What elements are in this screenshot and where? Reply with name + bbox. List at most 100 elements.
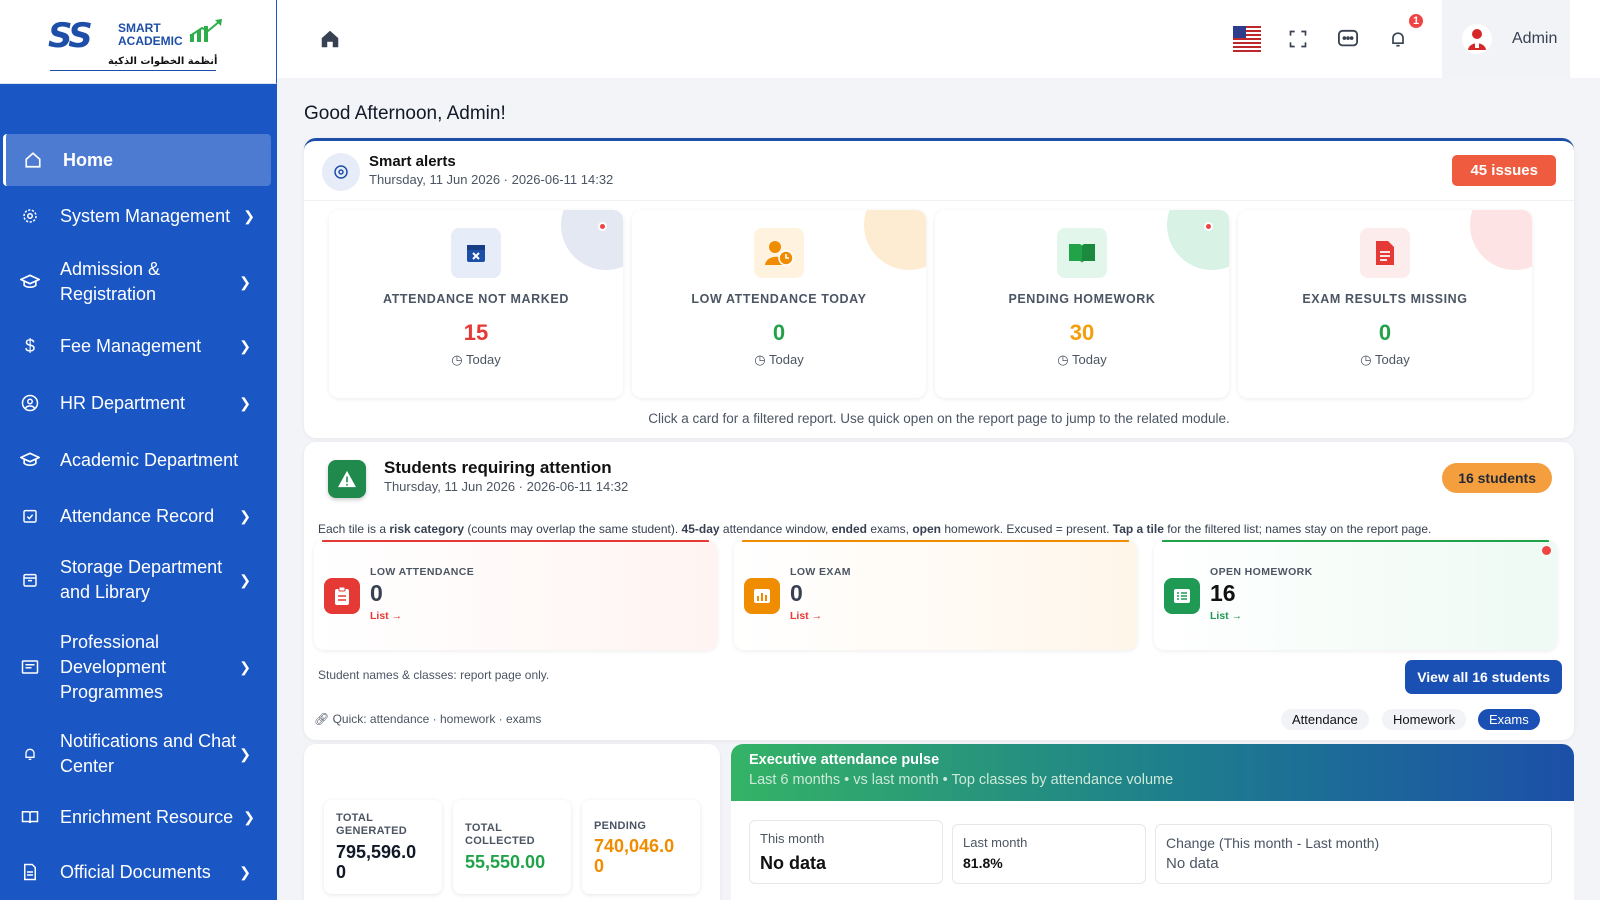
sidebar-item-hr-department[interactable]: HR Department ❯	[0, 374, 277, 432]
logo-mark: SS	[48, 15, 93, 56]
chip-exams[interactable]: Exams	[1478, 709, 1540, 730]
status-dot	[1204, 222, 1213, 231]
fee-label: TOTAL GENERATED	[336, 812, 407, 837]
clipboard-icon	[324, 578, 360, 614]
sidebar-item-attendance-record[interactable]: Attendance Record ❯	[0, 488, 277, 544]
sidebar-item-admission[interactable]: Admission & Registration ❯	[0, 246, 277, 318]
alert-card-pending-homework[interactable]: PENDING HOMEWORK 30 ◷ Today	[935, 210, 1229, 398]
us-flag-icon[interactable]	[1233, 26, 1261, 52]
greeting-heading: Good Afternoon, Admin!	[304, 103, 506, 124]
clock-icon: ◷	[1360, 352, 1376, 367]
sidebar-item-storage-library[interactable]: Storage Department and Library ❯	[0, 544, 277, 616]
attention-date: Thursday, 11 Jun 2026 · 2026-06-11 14:32	[384, 479, 629, 494]
sidebar-item-official-documents[interactable]: Official Documents ❯	[0, 844, 277, 900]
alert-period: ◷ Today	[754, 352, 804, 367]
gear-icon	[20, 206, 40, 226]
fee-value: 55,550.00	[465, 852, 546, 872]
alert-value: 15	[463, 320, 489, 345]
smart-alerts-date: Thursday, 11 Jun 2026 · 2026-06-11 14:32	[369, 172, 614, 187]
home-icon[interactable]	[319, 28, 341, 50]
chevron-right-icon: ❯	[239, 394, 251, 411]
attention-title: Students requiring attention	[384, 458, 612, 477]
issues-badge[interactable]: 45 issues	[1452, 155, 1556, 186]
graduation-cap-icon	[20, 272, 40, 292]
warning-icon	[328, 460, 366, 498]
pulse-subtitle: Last 6 months • vs last month • Top clas…	[749, 772, 1174, 788]
chevron-right-icon: ❯	[239, 571, 251, 588]
fee-pending[interactable]: PENDING 740,046.0 0	[582, 800, 700, 894]
user-circle-icon	[20, 393, 40, 413]
alert-card-attendance-not-marked[interactable]: ATTENDANCE NOT MARKED 15 ◷ Today	[329, 210, 623, 398]
tile-value: 0	[370, 580, 383, 606]
fee-value: 795,596.0 0	[336, 842, 417, 882]
alert-label: LOW ATTENDANCE TODAY	[691, 292, 867, 306]
risk-tile-low-exam[interactable]: LOW EXAM 0 List →	[734, 540, 1137, 650]
students-attention-panel: Students requiring attention Thursday, 1…	[304, 442, 1574, 740]
tile-list-link[interactable]: List →	[1210, 610, 1243, 622]
sidebar-item-professional-development[interactable]: Professional Development Programmes ❯	[0, 616, 277, 718]
chevron-right-icon: ❯	[239, 273, 251, 290]
chat-icon[interactable]	[1333, 24, 1363, 54]
book-icon	[20, 807, 40, 827]
chip-attendance[interactable]: Attendance	[1281, 709, 1369, 730]
fee-total-collected[interactable]: TOTAL COLLECTED 55,550.00	[453, 800, 571, 894]
alert-value: 30	[1069, 320, 1095, 345]
pulse-header: Executive attendance pulse Last 6 months…	[731, 744, 1574, 801]
alert-value: 0	[772, 320, 786, 345]
students-count-badge[interactable]: 16 students	[1442, 463, 1552, 493]
sidebar: SS SMART ACADEMIC أنظمة الخطوات الذكية H…	[0, 0, 277, 900]
alert-value: 0	[1378, 320, 1392, 345]
chevron-right-icon: ❯	[239, 745, 251, 762]
file-text-icon	[1360, 228, 1410, 278]
pulse-change: Change (This month - Last month) No data	[1155, 824, 1552, 884]
bell-icon	[20, 744, 40, 764]
smart-alerts-panel: Smart alerts Thursday, 11 Jun 2026 · 202…	[304, 138, 1574, 438]
tile-label: LOW EXAM	[790, 566, 851, 578]
smart-alerts-header: Smart alerts Thursday, 11 Jun 2026 · 202…	[304, 141, 1574, 201]
pulse-last-month: Last month 81.8%	[952, 824, 1146, 884]
executive-attendance-pulse: Executive attendance pulse Last 6 months…	[731, 744, 1574, 900]
tile-list-link[interactable]: List →	[370, 610, 403, 622]
fee-label: TOTAL COLLECTED	[465, 822, 535, 847]
user-menu[interactable]: Admin	[1442, 0, 1570, 78]
tile-label: OPEN HOMEWORK	[1210, 566, 1313, 578]
link-icon: 🔗︎	[314, 712, 333, 726]
pulse-title: Executive attendance pulse	[749, 752, 940, 768]
notification-badge: 1	[1407, 12, 1425, 30]
sidebar-item-fee-management[interactable]: $ Fee Management ❯	[0, 318, 277, 374]
avatar	[1462, 24, 1492, 54]
bell-icon[interactable]	[1383, 24, 1413, 54]
bar-chart-icon	[744, 578, 780, 614]
graduation-cap-icon	[20, 450, 40, 470]
risk-tile-low-attendance[interactable]: LOW ATTENDANCE 0 List →	[314, 540, 717, 650]
fee-total-generated[interactable]: TOTAL GENERATED 795,596.0 0	[324, 800, 442, 894]
quick-links[interactable]: 🔗︎ Quick: attendance · homework · exams	[314, 712, 542, 726]
alert-card-low-attendance-today[interactable]: LOW ATTENDANCE TODAY 0 ◷ Today	[632, 210, 926, 398]
sidebar-item-home[interactable]: Home	[3, 134, 271, 186]
sidebar-item-academic-department[interactable]: Academic Department	[0, 432, 277, 488]
user-name: Admin	[1512, 30, 1558, 47]
logo-area[interactable]: SS SMART ACADEMIC أنظمة الخطوات الذكية	[0, 0, 277, 84]
chevron-right-icon: ❯	[239, 863, 251, 880]
document-icon	[20, 862, 40, 882]
tile-value: 0	[790, 580, 803, 606]
tile-value: 16	[1210, 580, 1236, 606]
chip-homework[interactable]: Homework	[1382, 709, 1467, 730]
tile-label: LOW ATTENDANCE	[370, 566, 475, 578]
risk-tile-open-homework[interactable]: OPEN HOMEWORK 16 List →	[1154, 540, 1557, 650]
sidebar-item-system-management[interactable]: System Management ❯	[0, 186, 277, 246]
logo-arabic-tagline: أنظمة الخطوات الذكية	[108, 55, 218, 67]
radar-icon	[322, 153, 360, 191]
dollar-icon: $	[24, 335, 35, 356]
calendar-check-icon	[20, 506, 40, 526]
alert-card-exam-results-missing[interactable]: EXAM RESULTS MISSING 0 ◷ Today	[1238, 210, 1532, 398]
task-list-icon	[1164, 578, 1200, 614]
fee-summary-panel: TOTAL GENERATED 795,596.0 0 TOTAL COLLECTED…	[304, 744, 720, 900]
view-all-students-button[interactable]: View all 16 students	[1405, 660, 1562, 694]
sidebar-item-enrichment-resource[interactable]: Enrichment Resource ❯	[0, 790, 277, 844]
sidebar-item-notifications-chat[interactable]: Notifications and Chat Center ❯	[0, 718, 277, 790]
fullscreen-icon[interactable]	[1283, 24, 1313, 54]
smart-alerts-hint: Click a card for a filtered report. Use …	[648, 411, 1230, 426]
tile-list-link[interactable]: List →	[790, 610, 823, 622]
growth-arrow-icon	[189, 18, 222, 42]
